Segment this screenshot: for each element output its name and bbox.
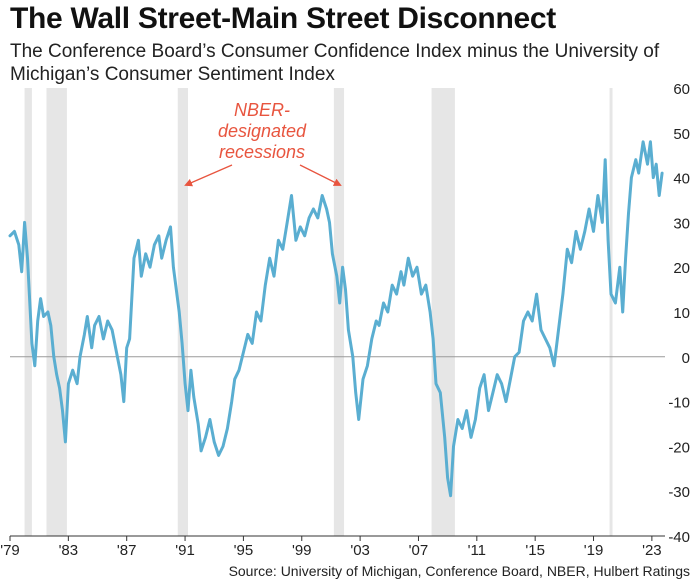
y-axis-ticks: 60 50 40 30 20 10 0 -10 -20 -30 -40 xyxy=(668,81,690,546)
x-axis-ticks: '79 '83 '87 '91 '95 '99 '03 '07 '11 '15 '19 '23 xyxy=(0,536,662,559)
annotation-text-line: recessions xyxy=(219,142,305,162)
recession-band-3 xyxy=(177,88,188,536)
recession-band-1 xyxy=(24,88,32,536)
y-tick-label: -30 xyxy=(668,484,690,501)
y-tick-label: -10 xyxy=(668,395,690,412)
y-tick-label: -40 xyxy=(668,529,690,546)
x-tick-label: '19 xyxy=(584,542,604,559)
recession-band-4 xyxy=(333,88,345,536)
y-tick-label: 30 xyxy=(673,215,690,232)
annotation-arrow-left xyxy=(184,164,233,187)
x-tick-label: '91 xyxy=(175,542,195,559)
x-tick-label: '15 xyxy=(525,542,545,559)
x-tick-label: '95 xyxy=(234,542,254,559)
series-line-1 xyxy=(8,140,664,498)
source-note: Source: University of Michigan, Conferen… xyxy=(228,563,690,579)
x-tick-label: '03 xyxy=(350,542,370,559)
annotation-text-line: NBER- xyxy=(234,100,290,120)
y-tick-label: 0 xyxy=(682,350,690,367)
recession-bands xyxy=(24,88,613,536)
x-tick-label: '79 xyxy=(0,542,20,559)
x-tick-label: '11 xyxy=(468,542,486,559)
recession-band-6 xyxy=(609,88,613,536)
y-tick-label: 50 xyxy=(673,126,690,143)
recession-band-5 xyxy=(431,88,455,536)
x-tick-label: '07 xyxy=(409,542,429,559)
x-tick-label: '23 xyxy=(642,542,662,559)
x-tick-label: '83 xyxy=(59,542,79,559)
series-lines xyxy=(8,140,664,498)
y-tick-label: -20 xyxy=(668,439,690,456)
y-tick-label: 60 xyxy=(673,81,690,98)
y-tick-label: 20 xyxy=(673,260,690,277)
x-tick-label: '87 xyxy=(117,542,137,559)
chart-subtitle: The Conference Board’s Consumer Confiden… xyxy=(10,41,660,85)
x-tick-label: '99 xyxy=(292,542,312,559)
recession-band-2 xyxy=(46,88,67,536)
y-tick-label: 40 xyxy=(673,171,690,188)
y-tick-label: 10 xyxy=(673,305,690,322)
chart-title: The Wall Street-Main Street Disconnect xyxy=(10,2,556,35)
annotation-text-line: designated xyxy=(218,121,307,141)
annotation-arrow-right xyxy=(299,164,342,186)
